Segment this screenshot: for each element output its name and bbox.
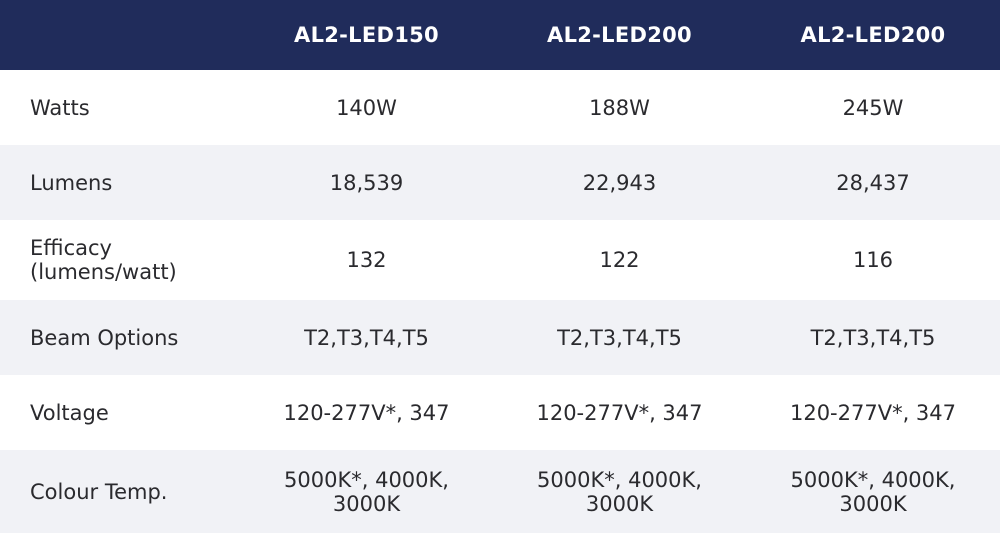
row-label: Beam Options bbox=[30, 325, 179, 350]
table-cell: 140W bbox=[336, 95, 397, 120]
column-header: AL2-LED200 bbox=[800, 23, 946, 47]
table-row-colour-temp: Colour Temp. 5000K*, 4000K, 3000K 5000K*… bbox=[0, 450, 1000, 533]
table-cell: 120-277V*, 347 bbox=[789, 400, 957, 425]
table-header-row: AL2-LED150 AL2-LED200 AL2-LED200 bbox=[0, 0, 1000, 70]
column-header: AL2-LED200 bbox=[547, 23, 692, 47]
table-cell: 22,943 bbox=[582, 170, 657, 195]
table-cell: T2,T3,T4,T5 bbox=[557, 325, 682, 350]
table-cell: 5000K*, 4000K, 3000K bbox=[790, 467, 956, 516]
row-label: Watts bbox=[30, 95, 90, 120]
table-row-beam-options: Beam Options T2,T3,T4,T5 T2,T3,T4,T5 T2,… bbox=[0, 300, 1000, 375]
table-cell: 132 bbox=[346, 248, 387, 272]
table-row-efficacy: Efficacy (lumens/watt) 132 122 116 bbox=[0, 220, 1000, 300]
header-corner bbox=[0, 0, 240, 70]
row-label: Efficacy (lumens/watt) bbox=[30, 236, 177, 284]
table-cell: 5000K*, 4000K, 3000K bbox=[284, 467, 449, 516]
table-row-lumens: Lumens 18,539 22,943 28,437 bbox=[0, 145, 1000, 220]
row-label: Lumens bbox=[30, 170, 113, 195]
table-cell: T2,T3,T4,T5 bbox=[304, 325, 429, 350]
table-cell: 5000K*, 4000K, 3000K bbox=[537, 467, 702, 516]
table-cell: 18,539 bbox=[329, 170, 404, 195]
table-row-voltage: Voltage 120-277V*, 347 120-277V*, 347 12… bbox=[0, 375, 1000, 450]
table-cell: T2,T3,T4,T5 bbox=[810, 325, 936, 350]
table-cell: 28,437 bbox=[836, 170, 910, 195]
row-label: Colour Temp. bbox=[30, 479, 168, 504]
table-cell: 188W bbox=[589, 95, 650, 120]
table-cell: 120-277V*, 347 bbox=[536, 400, 703, 425]
table-cell: 120-277V*, 347 bbox=[283, 400, 450, 425]
table-cell: 122 bbox=[599, 248, 640, 272]
table-cell: 245W bbox=[842, 95, 904, 120]
row-label: Voltage bbox=[30, 400, 109, 425]
column-header: AL2-LED150 bbox=[294, 23, 439, 47]
table-cell: 116 bbox=[852, 248, 894, 272]
table-row-watts: Watts 140W 188W 245W bbox=[0, 70, 1000, 145]
